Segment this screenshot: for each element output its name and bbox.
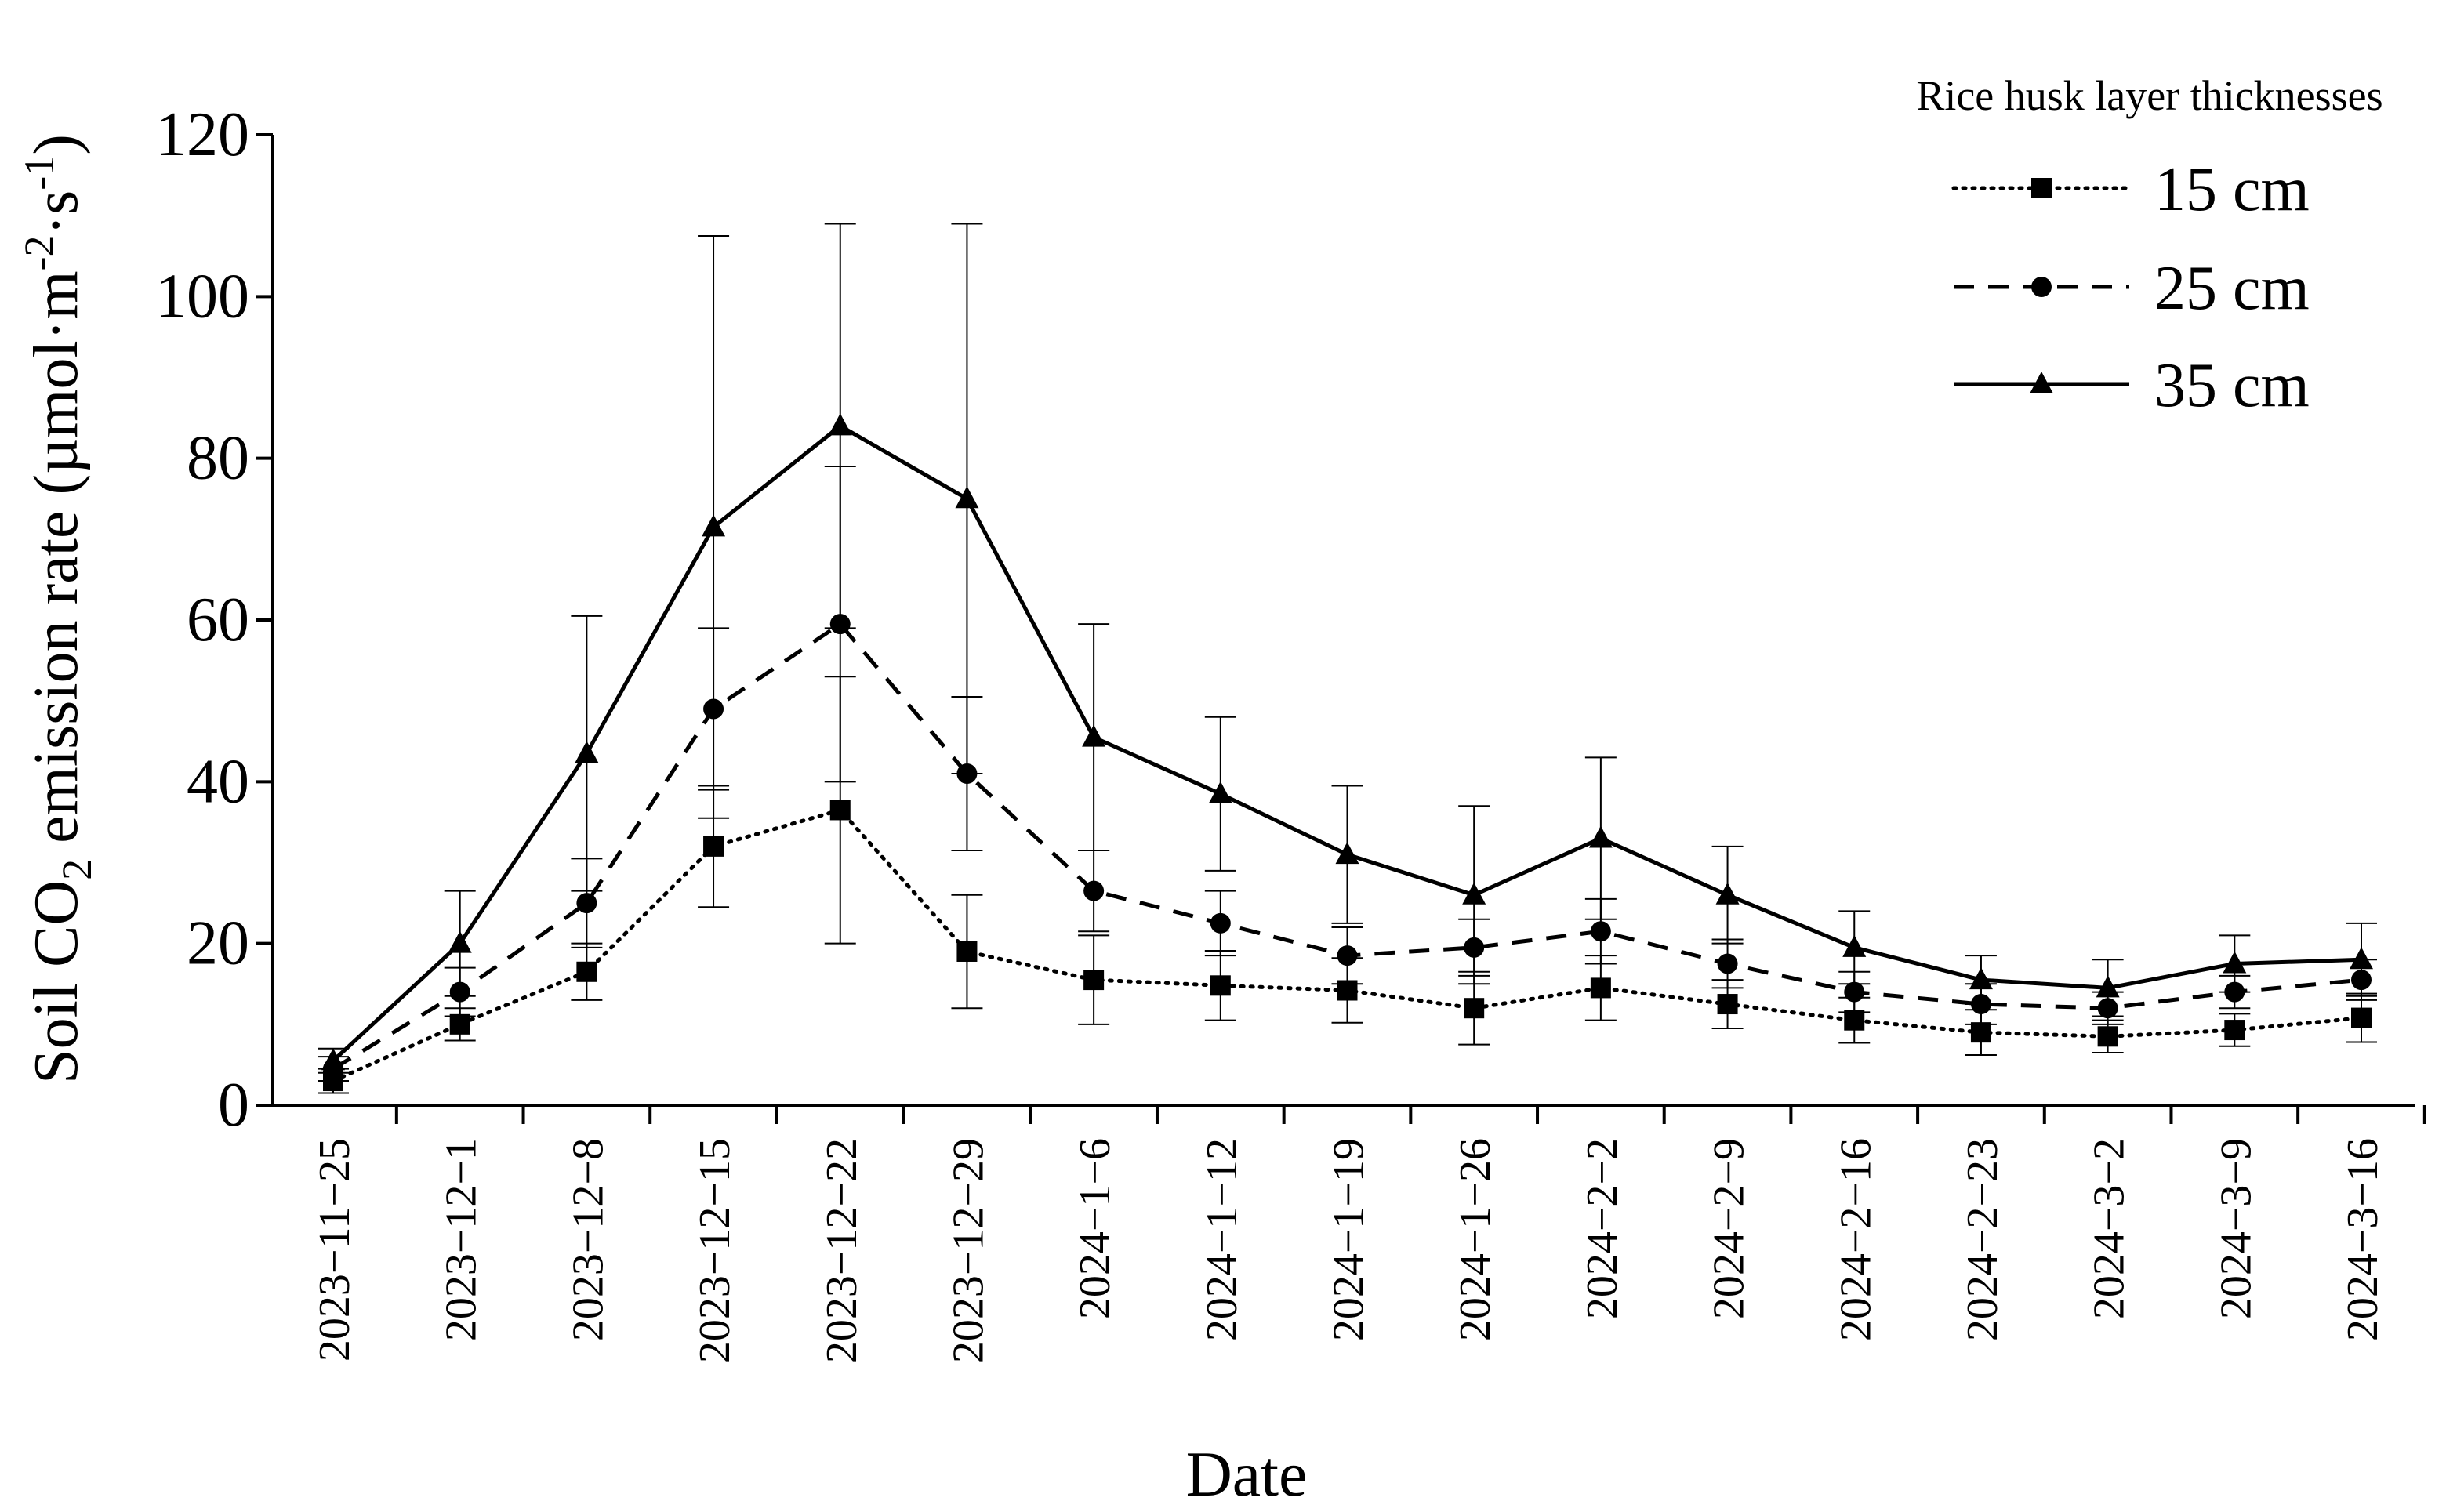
data-point-series-3	[702, 514, 726, 537]
y-axis-title-prefix: Soil CO	[22, 880, 91, 1084]
data-point-series-3	[1842, 934, 1867, 957]
legend-marker-2	[2031, 277, 2052, 297]
data-point-series-3	[321, 1048, 345, 1071]
data-point-series-1	[1970, 1022, 1991, 1043]
data-point-series-1	[576, 961, 597, 982]
data-point-series-2	[1844, 981, 1865, 1003]
data-point-series-1	[829, 800, 851, 821]
y-axis-title-subscript: 2	[53, 859, 100, 880]
legend-label-2: 25 cm	[2154, 254, 2310, 323]
data-point-series-3	[2096, 975, 2120, 998]
y-axis-title: Soil CO2 emission rate (µmol·m-2·s-1)	[16, 134, 100, 1084]
x-tick-label: 2024−3−2	[2085, 1138, 2134, 1319]
data-point-series-2	[1337, 945, 1358, 966]
y-tick-label-40: 40	[187, 747, 249, 816]
y-tick-label-20: 20	[187, 909, 249, 978]
data-point-series-3	[828, 413, 852, 436]
x-tick-label: 2023−12−29	[944, 1138, 993, 1363]
y-tick-label-100: 100	[155, 262, 249, 331]
y-tick-label-60: 60	[187, 586, 249, 654]
data-point-series-1	[956, 941, 978, 962]
data-point-series-3	[955, 486, 979, 509]
x-tick-label: 2024−1−26	[1451, 1138, 1500, 1341]
x-tick-label: 2023−12−8	[564, 1138, 612, 1341]
y-tick-label-120: 120	[155, 100, 249, 169]
data-point-series-2	[1464, 937, 1485, 958]
legend-marker-3	[2030, 372, 2053, 393]
x-tick-label: 2023−12−1	[437, 1138, 486, 1341]
data-point-series-3	[1082, 724, 1106, 747]
x-tick-label: 2024−1−6	[1071, 1138, 1120, 1319]
data-point-series-2	[1590, 921, 1611, 942]
data-point-series-1	[1337, 980, 1358, 1001]
data-point-series-3	[575, 741, 599, 763]
data-point-series-3	[1335, 842, 1359, 865]
x-tick-label: 2024−1−12	[1198, 1138, 1247, 1341]
data-point-series-2	[1717, 953, 1738, 974]
y-tick-label-0: 0	[218, 1071, 249, 1140]
x-tick-label: 2024−2−16	[1831, 1138, 1880, 1341]
data-point-series-2	[2351, 970, 2372, 991]
x-tick-label: 2023−12−15	[691, 1138, 739, 1363]
legend-title: Rice husk layer thicknesses	[1916, 72, 2382, 119]
data-point-series-1	[449, 1013, 470, 1035]
x-axis-title: Date	[1186, 1438, 1308, 1510]
data-point-series-1	[1844, 1010, 1865, 1031]
data-point-series-2	[2097, 998, 2118, 1019]
plot-area: 0 20 40 60 80 100 120 2023−11−25 2023−12−1 2023−1…	[155, 100, 2426, 1363]
data-point-series-3	[1462, 882, 1486, 905]
data-point-series-3	[1208, 781, 1232, 803]
data-point-series-2	[2224, 981, 2245, 1003]
y-axis-title-superscript-2: -1	[16, 155, 63, 190]
y-tick-label-80: 80	[187, 424, 249, 493]
data-point-series-3	[1969, 967, 1993, 990]
data-point-series-1	[1210, 975, 1231, 996]
data-point-series-1	[1717, 994, 1738, 1015]
data-point-series-1	[2097, 1026, 2118, 1047]
x-tick-label: 2024−2−9	[1705, 1138, 1754, 1319]
data-point-series-1	[2351, 1007, 2372, 1028]
legend: Rice husk layer thicknesses 15 cm 25 cm 35…	[1916, 72, 2382, 420]
data-point-series-1	[1590, 977, 1611, 999]
x-tick-label: 2024−1−19	[1325, 1138, 1374, 1341]
data-point-series-1	[2224, 1020, 2245, 1041]
legend-label-3: 35 cm	[2154, 351, 2310, 420]
data-point-series-2	[1083, 880, 1105, 901]
legend-label-1: 15 cm	[2154, 155, 2310, 224]
x-tick-label: 2024−3−16	[2339, 1138, 2387, 1341]
x-tick-label: 2024−3−9	[2212, 1138, 2260, 1319]
y-axis-title-middle: emission rate (µmol·m	[22, 270, 91, 858]
data-point-series-1	[1083, 970, 1105, 991]
x-tick-label: 2024−2−2	[1578, 1138, 1627, 1319]
data-point-series-2	[703, 698, 724, 720]
data-point-series-2	[449, 981, 470, 1003]
legend-marker-1	[2031, 178, 2052, 198]
x-tick-label: 2023−12−22	[818, 1138, 866, 1363]
data-point-series-2	[956, 763, 978, 785]
data-point-series-1	[703, 836, 724, 857]
x-tick-label: 2023−11−25	[310, 1138, 359, 1362]
data-point-series-2	[829, 614, 851, 635]
data-point-series-3	[448, 930, 472, 953]
x-tick-label: 2024−2−23	[1958, 1138, 2007, 1341]
data-point-series-2	[1210, 912, 1231, 934]
data-point-series-3	[2223, 951, 2247, 974]
data-point-series-3	[1588, 825, 1613, 848]
y-axis-title-suffix: )	[22, 134, 91, 155]
y-axis-title-superscript-1: -2	[16, 235, 63, 270]
data-point-series-1	[1464, 998, 1485, 1019]
data-point-series-2	[576, 893, 597, 914]
data-point-series-3	[1715, 882, 1740, 905]
data-point-series-2	[1970, 994, 1991, 1015]
y-axis-title-middle-2: ·s	[22, 190, 91, 236]
data-point-series-3	[2350, 947, 2373, 970]
